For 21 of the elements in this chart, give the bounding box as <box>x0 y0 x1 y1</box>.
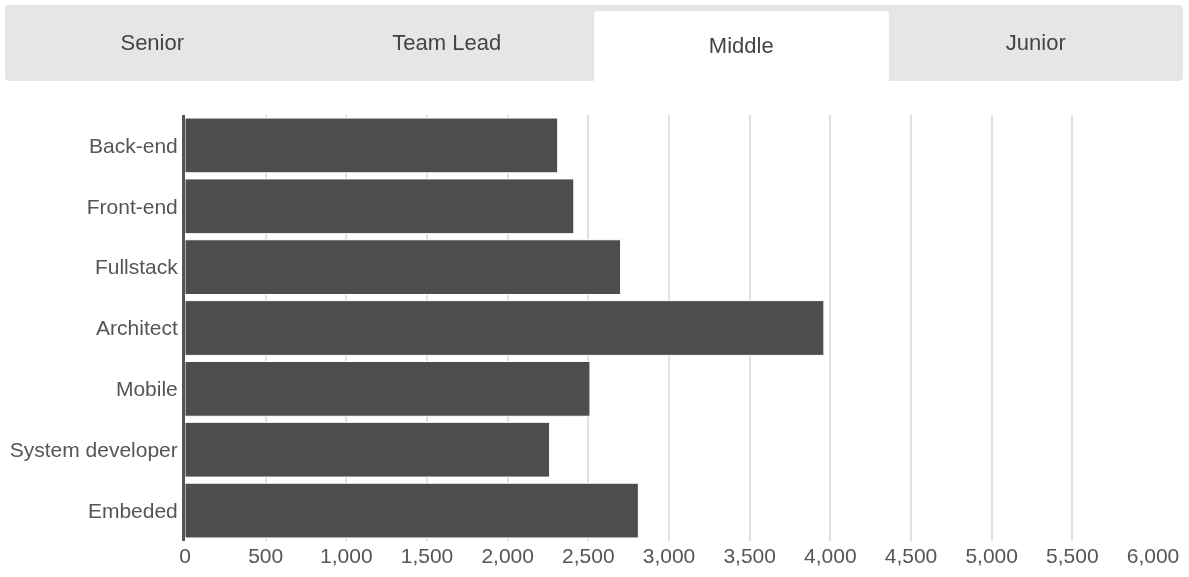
x-tick-label: 1,500 <box>400 544 454 567</box>
x-tick-label: 5,000 <box>965 544 1018 567</box>
x-tick-label: 4,000 <box>804 544 857 567</box>
x-tick-label: 500 <box>248 544 284 567</box>
y-tick-label: Mobile <box>115 377 178 401</box>
y-tick-label: Front-end <box>86 194 178 218</box>
x-tick-label: 0 <box>179 544 191 567</box>
tab-bar: Senior Team Lead Middle Junior <box>5 5 1183 81</box>
y-tick-label: Back-end <box>89 133 178 157</box>
y-tick-label: Fullstack <box>94 255 179 279</box>
x-tick-label: 2,500 <box>562 544 615 567</box>
y-tick-label: Embeded <box>87 498 178 522</box>
y-tick-label: System developer <box>9 438 178 462</box>
x-tick-label: 2,000 <box>481 544 534 567</box>
x-tick-label: 3,000 <box>642 544 696 567</box>
x-tick-label: 4,500 <box>884 544 938 567</box>
y-tick-label: Architect <box>96 316 178 340</box>
x-tick-label: 3,500 <box>723 544 776 567</box>
x-tick-label: 6,000 <box>1126 544 1180 567</box>
x-tick-label: 1,000 <box>320 544 373 567</box>
x-tick-label: 5,500 <box>1046 544 1099 567</box>
